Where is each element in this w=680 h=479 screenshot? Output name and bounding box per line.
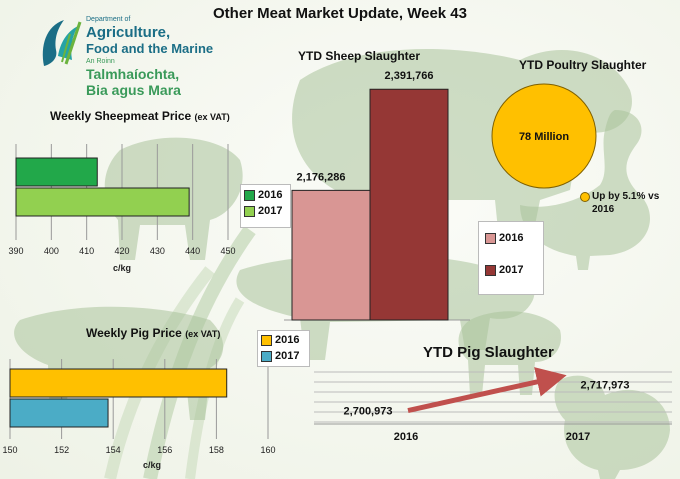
legend-item: 2016: [244, 187, 290, 203]
pig-price-title-suffix: (ex VAT): [185, 329, 221, 339]
x-tick-label: 410: [79, 246, 94, 256]
sheep-slaughter-bar-2017: [369, 88, 449, 321]
sheep-slaughter-chart: 2,176,286 2,391,766: [284, 70, 470, 321]
pig-slaughter-chart: 2,700,973 2,717,973 2016 2017: [314, 367, 672, 443]
sheepmeat-price-title-text: Weekly Sheepmeat Price: [50, 109, 192, 123]
sheepmeat-price-xlabel: c/kg: [113, 263, 131, 273]
logo-irish-line1: Talmhaíochta,: [86, 66, 180, 82]
x-tick-label: 158: [209, 445, 224, 455]
x-tick-label: 420: [114, 246, 129, 256]
x-tick-label: 390: [8, 246, 23, 256]
legend-swatch: [261, 334, 272, 346]
x-tick-label: 154: [106, 445, 121, 455]
page-title: Other Meat Market Update, Week 43: [213, 5, 467, 22]
sheepmeat-price-chart: 390 400 410 420 430 440 450 c/kg: [8, 144, 236, 273]
legend-label: 2016: [258, 189, 283, 201]
x-tick-label: 152: [54, 445, 69, 455]
pig-price-bar-2017: [9, 398, 109, 428]
pig-price-title-text: Weekly Pig Price: [86, 326, 182, 340]
x-tick-label: 400: [44, 246, 59, 256]
legend-item: 2016: [261, 332, 309, 348]
pig-slaughter-title: YTD Pig Slaughter: [423, 344, 554, 361]
x-tick-label: 150: [2, 445, 17, 455]
poultry-annotation: Up by 5.1% vs 2016: [592, 191, 660, 215]
legend-label: 2016: [275, 334, 300, 346]
sheepmeat-price-legend: 2016 2017: [240, 184, 291, 228]
x-tick-label: 430: [150, 246, 165, 256]
legend-label: 2017: [275, 350, 300, 362]
legend-label: 2017: [258, 205, 283, 217]
sheepmeat-price-title-suffix: (ex VAT): [194, 112, 230, 122]
legend-swatch: [485, 232, 496, 244]
sheep-slaughter-bar-2016: [291, 189, 371, 321]
logo-irish-small: An Roinn: [86, 58, 115, 65]
harp-logo-icon: [42, 20, 82, 66]
sheep-slaughter-legend: 2016 2017: [478, 221, 544, 295]
logo-dept-line3: Food and the Marine: [86, 41, 214, 56]
logo-irish-line2: Bia agus Mara: [86, 82, 181, 98]
x-tick-label: 440: [185, 246, 200, 256]
logo-dept-line2: Agriculture,: [86, 24, 171, 41]
sheep-slaughter-label-2016: 2,176,286: [297, 171, 346, 183]
legend-swatch: [485, 264, 496, 276]
pig-slaughter-category-2017: 2017: [566, 431, 590, 443]
pig-price-bar-2016: [9, 368, 228, 398]
department-logo: Department of Agriculture, Food and the …: [36, 14, 226, 104]
legend-item: 2016: [485, 230, 543, 246]
x-tick-label: 156: [157, 445, 172, 455]
pig-price-legend: 2016 2017: [257, 330, 310, 367]
logo-dept-line1: Department of: [86, 16, 131, 23]
pig-slaughter-trend-arrow: [407, 367, 567, 414]
legend-swatch: [261, 350, 272, 362]
poultry-slaughter-chart: 78 Million: [491, 83, 597, 189]
legend-label: 2016: [499, 232, 524, 244]
legend-swatch: [244, 189, 255, 201]
pig-price-title: Weekly Pig Price (ex VAT): [86, 326, 220, 340]
sheepmeat-price-bar-2016: [15, 157, 98, 187]
pig-slaughter-category-2016: 2016: [394, 431, 418, 443]
sheep-slaughter-label-2017: 2,391,766: [385, 70, 434, 82]
legend-item: 2017: [485, 262, 543, 278]
legend-item: 2017: [244, 203, 290, 219]
sheepmeat-price-title: Weekly Sheepmeat Price (ex VAT): [50, 109, 230, 123]
x-tick-label: 450: [220, 246, 235, 256]
legend-label: 2017: [499, 264, 524, 276]
pig-slaughter-label-2016: 2,700,973: [344, 406, 393, 418]
legend-item: 2017: [261, 348, 309, 364]
sheep-slaughter-title: YTD Sheep Slaughter: [298, 49, 421, 63]
poultry-slaughter-title: YTD Poultry Slaughter: [519, 58, 647, 72]
pig-price-xlabel: c/kg: [143, 460, 161, 470]
x-tick-label: 160: [260, 445, 275, 455]
poultry-value-label: 78 Million: [519, 131, 569, 143]
legend-swatch: [244, 205, 255, 217]
pig-slaughter-label-2017: 2,717,973: [581, 380, 630, 392]
sheepmeat-price-bar-2017: [15, 187, 190, 217]
poultry-pie-slice: [491, 83, 597, 189]
pig-price-chart: 150 152 154 156 158 160 c/kg: [2, 359, 276, 470]
poultry-annotation-dot: [580, 192, 590, 202]
